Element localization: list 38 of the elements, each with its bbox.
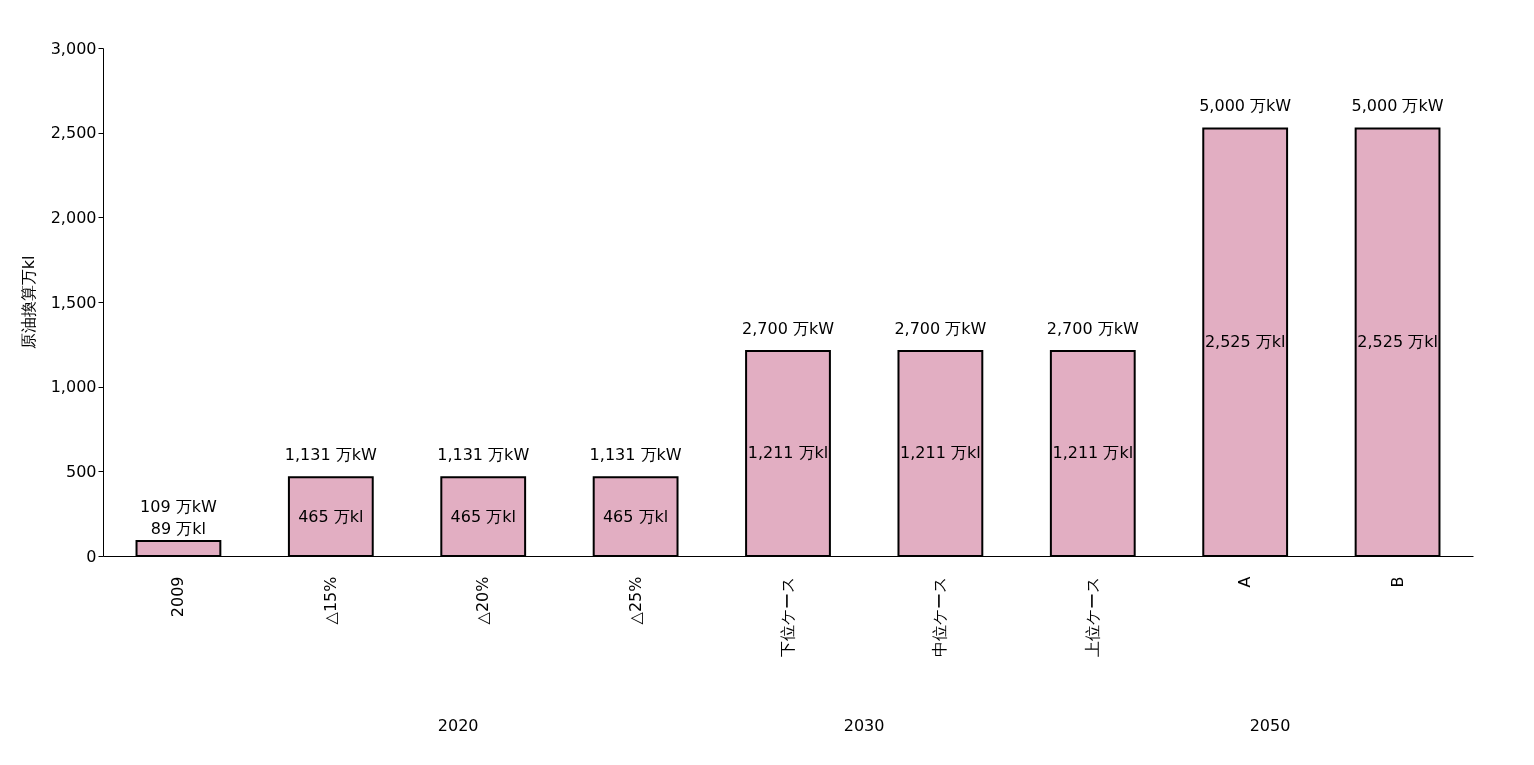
text: 2020 [437, 716, 479, 735]
annotation: 5,000 万kW [1351, 96, 1444, 116]
x-tick-label: 上位ケース [1082, 576, 1102, 657]
x-tick-label: B [1387, 576, 1407, 588]
y-tick-label: 2,500 [50, 123, 97, 143]
data-label: 2,525 万kl [1204, 332, 1286, 352]
x-tick-label: △25% [625, 576, 645, 625]
x-tick-label: △20% [473, 576, 493, 625]
text: 2050 [1249, 716, 1291, 735]
annotation: 2,700 万kW [894, 318, 987, 338]
x-tick-label: 2009 [168, 576, 188, 618]
data-label: 1,211 万kl [1052, 443, 1134, 463]
data-label: 89 万kl [150, 518, 207, 538]
y-tick-label: 0 [86, 546, 97, 566]
x-tick-label: 下位ケース [778, 576, 797, 657]
annotation: 1,131 万kW [437, 445, 530, 465]
annotation: 1,131 万kW [589, 445, 682, 465]
y-axis-title: 原油換算万kl [18, 255, 38, 350]
data-label: 2,525 万kl [1357, 332, 1438, 352]
data-label: 465 万kl [298, 506, 364, 526]
annotation: 109 万kW [140, 496, 217, 516]
x-tick-label: △15% [320, 576, 340, 625]
annotation: 1,131 万kW [284, 445, 377, 465]
y-tick-label: 1,000 [50, 377, 97, 397]
x-tick-label: A [1235, 576, 1255, 588]
y-tick-label: 500 [65, 461, 97, 481]
data-label: 1,211 万kl [900, 443, 981, 463]
data-label: 1,211 万kl [747, 443, 829, 463]
y-tick-label: 3,000 [50, 38, 97, 58]
annotation: 2,700 万kW [1046, 318, 1139, 338]
text: 2030 [843, 716, 885, 735]
y-tick-label: 1,500 [50, 292, 97, 312]
x-tick-label: 中位ケース [930, 576, 950, 657]
y-tick-label: 2,000 [50, 207, 97, 227]
annotation: 5,000 万kW [1199, 96, 1292, 116]
annotation: 2,700 万kW [742, 318, 835, 338]
data-label: 465 万kl [450, 506, 516, 526]
data-label: 465 万kl [602, 506, 669, 526]
